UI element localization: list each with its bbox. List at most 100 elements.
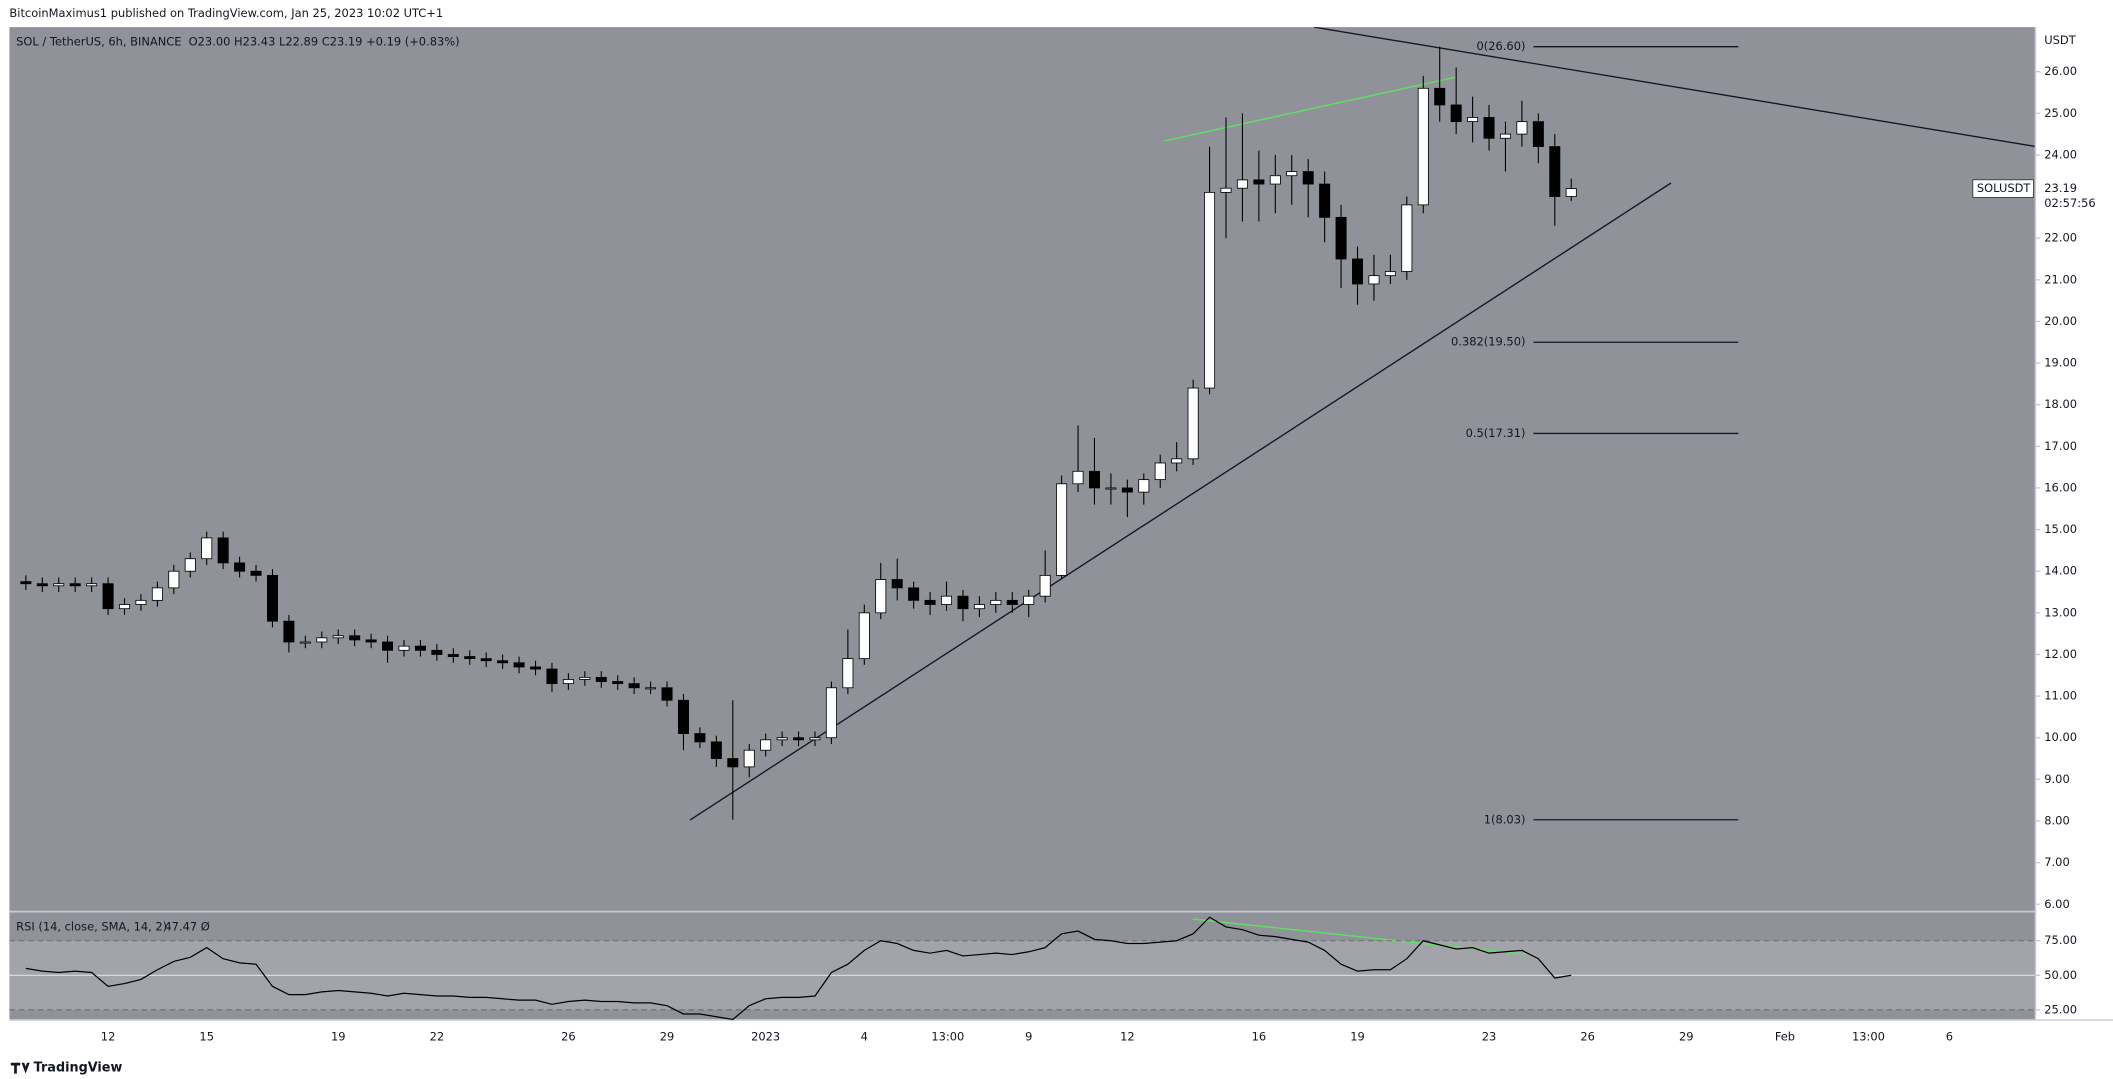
candle-body [973, 604, 985, 610]
x-tick-label: Feb [1775, 1029, 1795, 1043]
candle-body [579, 676, 591, 680]
candle-body [299, 641, 311, 644]
candle-body [1187, 387, 1199, 460]
candle-body [1401, 204, 1413, 272]
fib-label: 1(8.03) [1484, 812, 1526, 826]
rsi-current: 47.47 [164, 920, 197, 934]
candle-body [119, 604, 131, 610]
fib-label: 0(26.60) [1477, 39, 1526, 53]
y-tick-label: 19.00 [2044, 356, 2077, 370]
x-tick-label: 9 [1025, 1029, 1032, 1043]
divergence-line [1164, 76, 1456, 142]
candle-body [365, 639, 377, 643]
y-tick-label: 6.00 [2044, 897, 2069, 911]
publish-header: BitcoinMaximus1 published on TradingView… [9, 6, 443, 20]
rsi-title: RSI (14, close, SMA, 14, 2) [16, 920, 167, 934]
support-line [689, 182, 1672, 821]
candle-body [546, 668, 558, 685]
candle-body [628, 683, 640, 689]
candle-body [1286, 171, 1298, 177]
candle-body [102, 583, 114, 610]
rsi-icon: Ø [201, 920, 210, 934]
x-tick-label: 2023 [751, 1029, 780, 1043]
x-tick-label: 26 [561, 1029, 576, 1043]
candle-body [941, 595, 953, 605]
candle-body [842, 658, 854, 689]
x-tick-label: 13:00 [931, 1029, 964, 1043]
candle-body [1056, 483, 1068, 576]
candle-body [908, 587, 920, 601]
y-tick-label: 15.00 [2044, 522, 2077, 536]
candle-body [661, 687, 673, 701]
x-tick-label: 15 [199, 1029, 214, 1043]
candle-body [1516, 121, 1528, 135]
candle-body [760, 739, 772, 751]
candle-body [1138, 479, 1150, 493]
y-tick-label: 13.00 [2044, 605, 2077, 619]
candle-body [1006, 599, 1018, 605]
candle-body [891, 579, 903, 589]
candle-body [217, 537, 229, 564]
candle-body [1269, 175, 1281, 185]
x-tick-label: 22 [430, 1029, 445, 1043]
candle-body [283, 620, 295, 643]
price-unit: USDT [2044, 33, 2076, 47]
candle-body [809, 737, 821, 741]
candle-body [858, 612, 870, 660]
x-tick-label: 23 [1482, 1029, 1497, 1043]
candle-body [20, 581, 32, 585]
y-tick-label: 11.00 [2044, 689, 2077, 703]
candle-body [1105, 487, 1117, 490]
y-tick-label: 9.00 [2044, 772, 2069, 786]
candle-body [1023, 595, 1035, 605]
y-tick-label: 22.00 [2044, 231, 2077, 245]
symbol-title: SOL / TetherUS, 6h, BINANCE [16, 34, 181, 48]
candle-body [184, 558, 196, 572]
candle-body [530, 666, 542, 670]
y-tick-label: 18.00 [2044, 397, 2077, 411]
candle-body [645, 687, 657, 690]
y-tick-label: 8.00 [2044, 813, 2069, 827]
candle-body [414, 645, 426, 651]
fib-label: 0.382(19.50) [1451, 335, 1525, 349]
candle-body [69, 583, 81, 587]
candle-body [151, 587, 163, 601]
x-tick-label: 19 [331, 1029, 346, 1043]
candle-body [957, 595, 969, 610]
x-tick-label: 29 [660, 1029, 675, 1043]
y-tick-label: 75.00 [2044, 933, 2077, 947]
y-tick-label: 24.00 [2044, 147, 2077, 161]
candle-body [86, 583, 98, 587]
x-tick-label: 16 [1252, 1029, 1267, 1043]
candle-body [1253, 179, 1265, 185]
y-tick-label: 25.00 [2044, 106, 2077, 120]
candle-body [793, 737, 805, 741]
candle-body [431, 649, 443, 655]
candle-body [1154, 462, 1166, 481]
candle-body [1335, 216, 1347, 260]
candle-body [497, 660, 509, 664]
logo-icon [10, 1062, 30, 1074]
candle-body [1368, 275, 1380, 285]
candle-body [332, 635, 344, 639]
candle-body [36, 583, 48, 587]
x-tick-label: 4 [861, 1029, 868, 1043]
candle-body [53, 583, 65, 587]
y-tick-label: 14.00 [2044, 564, 2077, 578]
rsi-line [25, 916, 1572, 1021]
y-tick-label: 12.00 [2044, 647, 2077, 661]
candle-body [1532, 121, 1544, 147]
fib-label: 0.5(17.31) [1466, 426, 1526, 440]
candle-body [464, 656, 476, 660]
candle-body [990, 599, 1002, 605]
candle-body [1236, 179, 1248, 189]
candles [20, 46, 1577, 820]
y-tick-label: 20.00 [2044, 314, 2077, 328]
y-tick-label: 50.00 [2044, 968, 2077, 982]
candle-body [727, 758, 739, 768]
x-tick-label: 13:00 [1852, 1029, 1885, 1043]
drawings [689, 27, 2035, 821]
countdown-label: 02:57:56 [2044, 196, 2095, 210]
x-tick-label: 12 [101, 1029, 116, 1043]
